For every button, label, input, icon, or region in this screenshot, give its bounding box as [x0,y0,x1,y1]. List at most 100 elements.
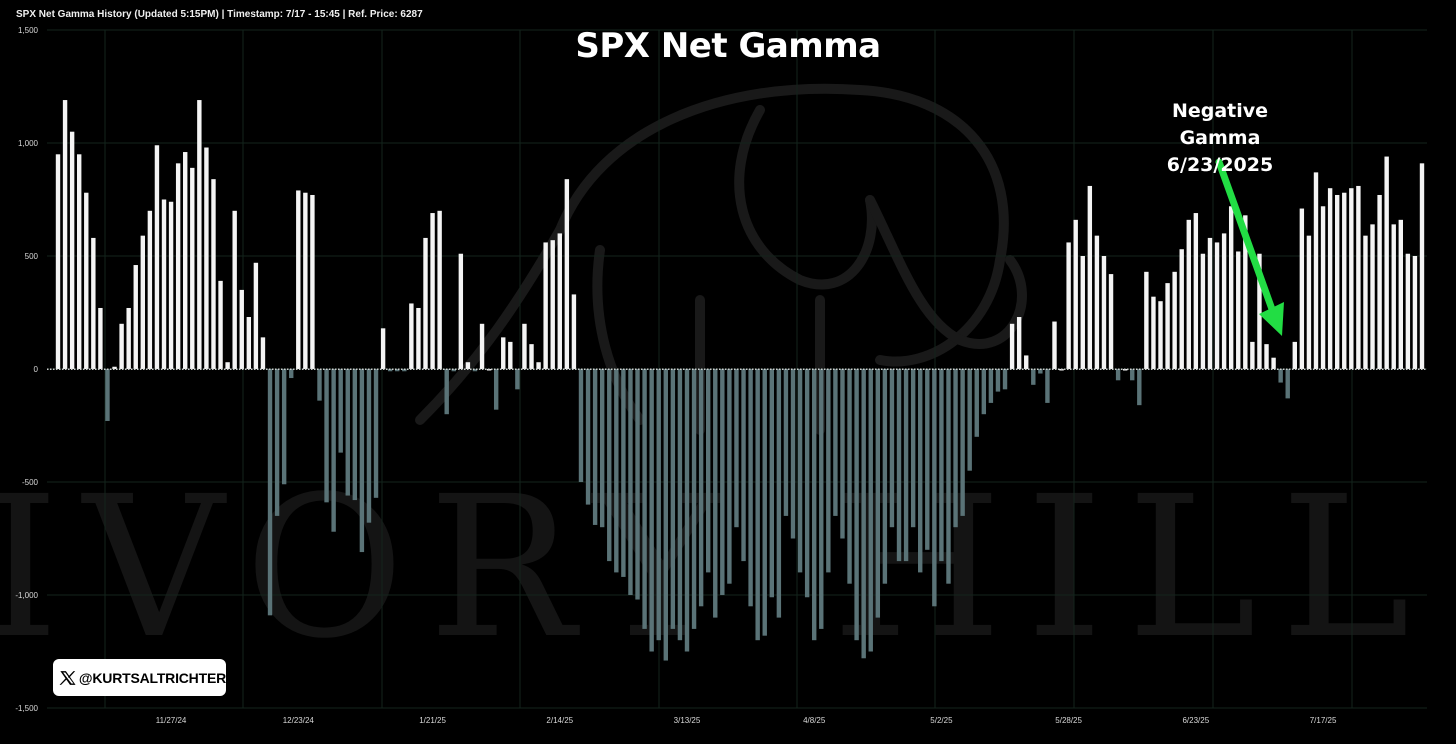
bar [840,369,845,539]
bar [69,131,75,369]
bar [77,154,82,369]
bar [274,369,280,516]
zero-line-dot [980,368,982,370]
bar [331,369,336,532]
zero-line-dot [1313,368,1315,370]
zero-line-dot [374,368,376,370]
zero-line-dot [1283,368,1285,370]
bar [910,369,916,528]
bar [529,344,534,369]
y-tick-label: 500 [25,252,39,261]
bar [925,369,930,550]
zero-line-dot [824,368,826,370]
zero-line-dot [56,368,58,370]
bar [451,369,456,372]
bar [1080,256,1085,369]
bar [1179,249,1184,369]
zero-line-dot [1067,368,1069,370]
zero-line-dot [131,368,133,370]
zero-line-dot [872,368,874,370]
zero-line-dot [563,368,565,370]
bar [1024,355,1029,369]
zero-line-dot [254,368,256,370]
x-tick-label: 7/17/25 [1310,716,1337,725]
bar [536,362,541,369]
zero-line-dot [542,368,544,370]
zero-line-dot [368,368,370,370]
zero-line-dot [422,368,424,370]
zero-line-dot [473,368,475,370]
zero-line-dot [758,368,760,370]
bar [387,369,393,372]
zero-line-dot [722,368,724,370]
bar [882,369,888,584]
zero-line-dot [1349,368,1351,370]
bar [423,237,428,369]
zero-line-dot [1205,368,1207,370]
twitter-handle-badge[interactable]: @KURTSALTRICHTER [53,659,226,696]
zero-line-dot [1019,368,1021,370]
zero-line-dot [752,368,754,370]
zero-line-dot [110,368,112,370]
bar [1094,235,1100,369]
zero-line-dot [800,368,802,370]
zero-line-dot [815,368,817,370]
zero-line-dot [593,368,595,370]
zero-line-dot [818,368,820,370]
zero-line-dot [1292,368,1294,370]
zero-line-dot [380,368,382,370]
zero-line-dot [1403,368,1405,370]
zero-line-dot [614,368,616,370]
zero-line-dot [200,368,202,370]
zero-line-dot [1034,368,1036,370]
zero-line-dot [143,368,145,370]
zero-line-dot [1325,368,1327,370]
axes: -1,500 -1,000 -500 0 500 1,000 1,500 11/27/24 12… [15,26,1337,725]
zero-line-dot [662,368,664,370]
zero-line-dot [866,368,868,370]
zero-line-dot [1025,368,1027,370]
bar [147,210,153,369]
zero-line-dot [155,368,157,370]
bar [677,369,683,641]
bar [175,163,181,369]
zero-line-dot [1409,368,1411,370]
bar [995,369,1001,392]
zero-line-dot [782,368,784,370]
zero-line-dot [692,368,694,370]
zero-line-dot [911,368,913,370]
bar [1158,301,1163,369]
zero-line-dot [704,368,706,370]
chart-title: SPX Net Gamma [575,26,881,66]
zero-line-dot [908,368,910,370]
zero-line-dot [425,368,427,370]
x-tick-label: 11/27/24 [156,716,187,725]
zero-line-dot [827,368,829,370]
bar [1363,235,1368,369]
zero-line-dot [1100,368,1102,370]
bar [289,369,294,379]
zero-line-dot [1136,368,1138,370]
zero-line-dot [92,368,94,370]
bar [550,240,555,369]
zero-line-dot [545,368,547,370]
zero-line-dot [404,368,406,370]
zero-line-dot [176,368,178,370]
zero-line-dot [938,368,940,370]
zero-line-dot [638,368,640,370]
bar [1356,185,1361,369]
zero-line-dot [1094,368,1096,370]
bar [1405,253,1411,369]
bar [380,328,386,369]
zero-line-dot [1085,368,1087,370]
zero-line-dot [218,368,220,370]
zero-line-dot [656,368,658,370]
zero-line-dot [413,368,415,370]
bar [1398,219,1403,369]
zero-line-dot [1271,368,1273,370]
zero-line-dot [1190,368,1192,370]
zero-line-dot [659,368,661,370]
zero-line-dot [836,368,838,370]
zero-line-dot [125,368,127,370]
